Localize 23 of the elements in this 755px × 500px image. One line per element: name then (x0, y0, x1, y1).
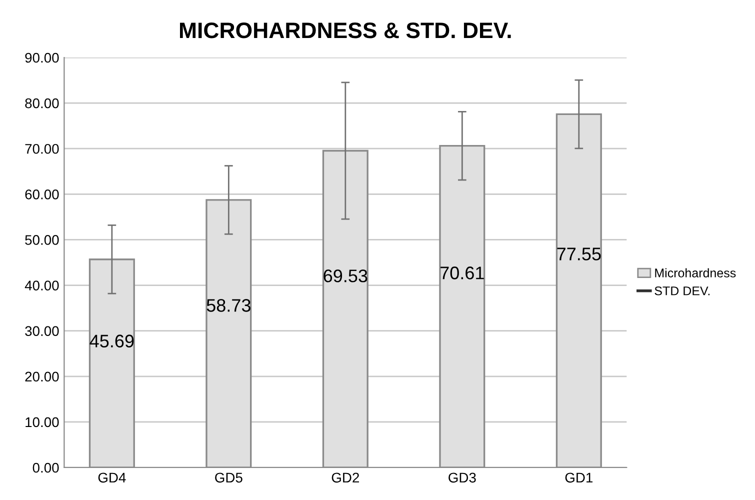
y-tick-label: 10.00 (26, 417, 59, 428)
y-tick-label: 80.00 (25, 98, 59, 108)
x-tick-label: GD4 (98, 472, 126, 483)
text: STD DEV. (654, 286, 710, 296)
data-label: 45.69 (90, 334, 134, 348)
x-tick-label: GD2 (332, 472, 359, 483)
y-tick-label: 70.00 (25, 144, 59, 154)
chart-title: MICROHARDNESS & STD. DEV. (180, 22, 511, 38)
y-tick-label: 20.00 (25, 372, 59, 382)
y-tick-label: 90.00 (25, 52, 59, 63)
data-label: 69.53 (324, 270, 368, 282)
x-tick-label: GD1 (565, 472, 593, 483)
legend-label: Microhardness (655, 268, 736, 278)
x-tick-label: GD5 (215, 472, 242, 483)
y-tick-label: 30.00 (25, 326, 59, 336)
data-label: 58.73 (206, 299, 250, 312)
y-tick-label: 50.00 (25, 235, 59, 245)
y-tick-label: 0.00 (32, 462, 59, 473)
y-tick-label: 40.00 (24, 280, 59, 290)
data-label: 70.61 (440, 266, 484, 280)
data-label: 77.55 (557, 248, 601, 260)
y-tick-label: 60.00 (25, 190, 59, 200)
x-tick-label: GD3 (448, 472, 476, 483)
